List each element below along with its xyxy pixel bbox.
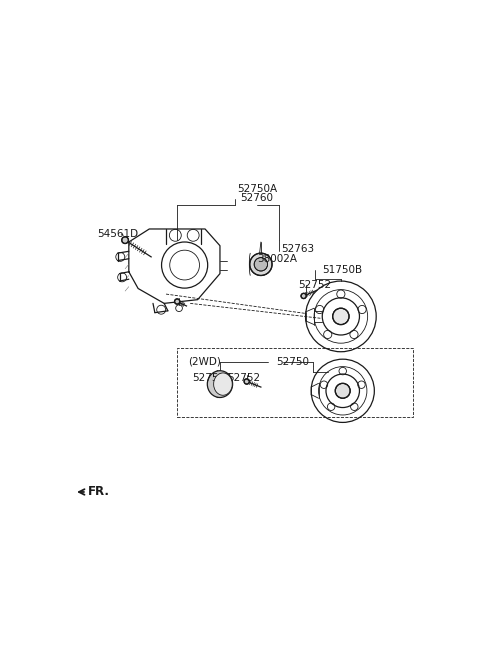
Text: 52752: 52752 bbox=[298, 279, 331, 290]
Circle shape bbox=[250, 253, 272, 276]
Text: 52752: 52752 bbox=[228, 373, 261, 383]
Circle shape bbox=[244, 379, 249, 384]
Text: (2WD): (2WD) bbox=[188, 357, 221, 367]
Bar bbox=[177, 348, 413, 417]
Text: 52751F: 52751F bbox=[192, 373, 231, 383]
Circle shape bbox=[333, 308, 349, 325]
Ellipse shape bbox=[207, 371, 233, 398]
Circle shape bbox=[254, 258, 267, 271]
Text: FR.: FR. bbox=[88, 485, 110, 499]
Ellipse shape bbox=[214, 373, 232, 396]
Circle shape bbox=[335, 383, 350, 398]
Text: 38002A: 38002A bbox=[257, 254, 297, 264]
Circle shape bbox=[301, 293, 306, 298]
Text: 52750: 52750 bbox=[276, 357, 309, 367]
Circle shape bbox=[122, 237, 129, 243]
Circle shape bbox=[175, 299, 180, 304]
Text: 51750B: 51750B bbox=[322, 265, 362, 275]
Text: 52750A: 52750A bbox=[237, 184, 277, 194]
Text: 54561D: 54561D bbox=[97, 229, 138, 239]
Text: 52760: 52760 bbox=[240, 193, 274, 203]
Text: 52763: 52763 bbox=[281, 245, 314, 255]
